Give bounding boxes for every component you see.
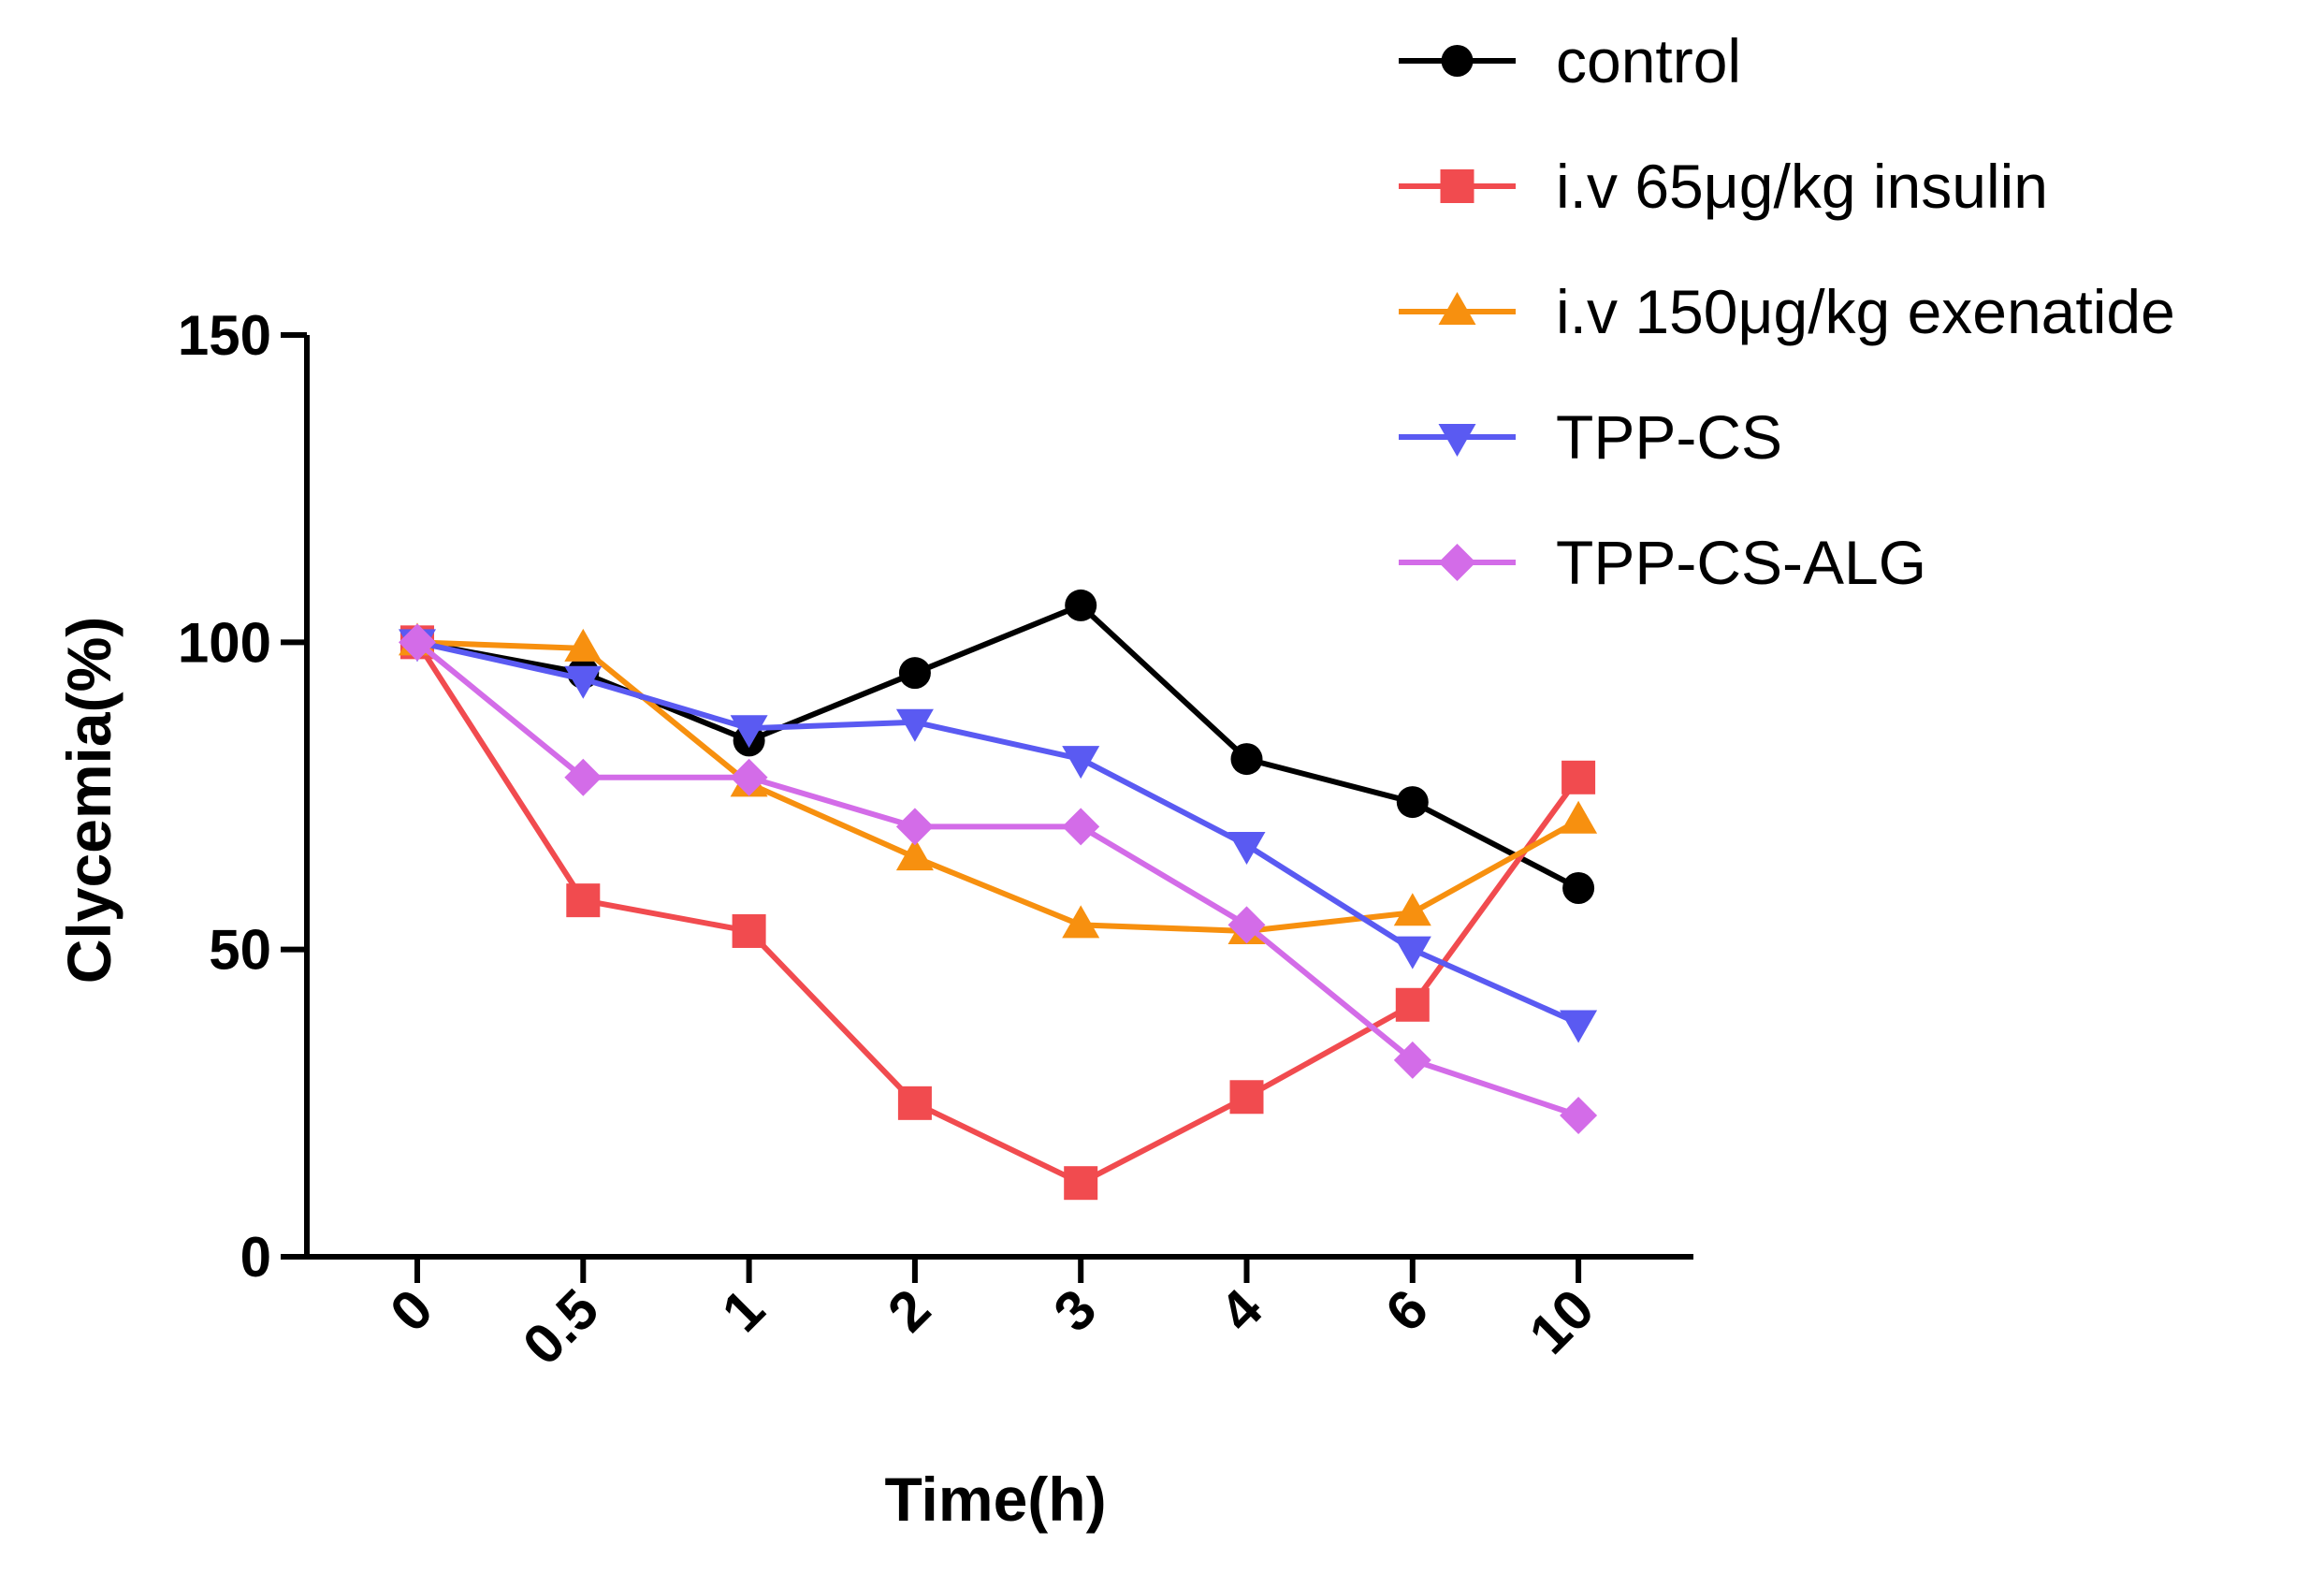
series-4: [399, 623, 1598, 1134]
y-tick-label: 150: [178, 304, 271, 367]
data-point: [1227, 832, 1266, 866]
y-axis-title: Clycemia(%): [54, 617, 123, 984]
data-point: [895, 808, 934, 846]
data-point: [1062, 808, 1100, 846]
data-point: [730, 715, 768, 749]
data-point: [895, 838, 934, 871]
data-point: [730, 758, 768, 796]
data-point: [895, 708, 934, 742]
data-point: [1560, 1010, 1598, 1043]
x-tick-label: 1: [710, 1277, 777, 1344]
x-tick-label: 10: [1518, 1277, 1606, 1366]
series-line: [416, 639, 1580, 934]
data-point: [1562, 872, 1595, 904]
data-point: [1395, 987, 1430, 1022]
series-line: [415, 640, 1580, 1118]
legend-marker: [1438, 544, 1476, 581]
x-tick-label: 6: [1373, 1277, 1440, 1344]
legend-marker: [1438, 292, 1476, 325]
data-point: [564, 628, 603, 662]
data-point: [564, 758, 603, 796]
data-point: [1064, 1166, 1098, 1201]
x-tick-label: 2: [876, 1277, 942, 1344]
data-point: [1062, 905, 1100, 939]
data-point: [1560, 800, 1598, 834]
axes: 0 50 100 150 0 0.5 1 2 3 4 6 10: [178, 304, 1693, 1377]
data-point: [1393, 936, 1431, 969]
legend: control i.v 65μg/kg insulin i.v 150μg/kg e…: [1399, 26, 2175, 597]
data-point: [1393, 893, 1431, 926]
x-tick-label: 0.5: [511, 1277, 610, 1377]
legend-entry: i.v 150μg/kg exenatide: [1399, 277, 2175, 346]
legend-entry: TPP-CS: [1399, 402, 1782, 472]
series-line: [414, 640, 1581, 1187]
x-tick-label: 3: [1041, 1277, 1108, 1344]
data-point: [1062, 746, 1100, 780]
legend-label: control: [1556, 26, 1741, 95]
series-layer: [399, 589, 1598, 1201]
data-point: [566, 883, 601, 918]
data-point: [1227, 906, 1266, 944]
legend-label: i.v 65μg/kg insulin: [1556, 152, 2048, 221]
legend-label: TPP-CS-ALG: [1556, 528, 1926, 597]
data-point: [1230, 743, 1263, 776]
data-point: [1065, 589, 1097, 621]
legend-marker: [1441, 45, 1474, 77]
data-point: [898, 657, 931, 690]
series-3: [399, 629, 1598, 1043]
data-point: [1396, 786, 1429, 819]
legend-marker: [1438, 424, 1476, 457]
data-point: [1229, 1080, 1264, 1115]
data-point: [564, 665, 603, 699]
legend-marker: [1440, 169, 1474, 203]
data-point: [897, 1086, 932, 1120]
data-point: [732, 913, 766, 948]
legend-entry: i.v 65μg/kg insulin: [1399, 152, 2048, 221]
legend-entry: control: [1399, 26, 1741, 95]
y-tick-label: 0: [240, 1226, 271, 1289]
series-line: [416, 639, 1580, 1027]
legend-label: TPP-CS: [1556, 402, 1782, 472]
data-point: [1393, 1041, 1431, 1079]
data-point: [1561, 760, 1596, 794]
y-tick-label: 100: [178, 611, 271, 674]
x-tick-label: 4: [1208, 1276, 1274, 1343]
y-tick-label: 50: [209, 919, 271, 982]
data-point: [1560, 1096, 1598, 1134]
series-line: [416, 602, 1580, 891]
x-axis-title: Time(h): [884, 1465, 1106, 1534]
legend-label: i.v 150μg/kg exenatide: [1556, 277, 2175, 346]
data-point: [399, 623, 436, 662]
x-tick-label: 0: [378, 1277, 444, 1344]
legend-entry: TPP-CS-ALG: [1399, 528, 1926, 597]
